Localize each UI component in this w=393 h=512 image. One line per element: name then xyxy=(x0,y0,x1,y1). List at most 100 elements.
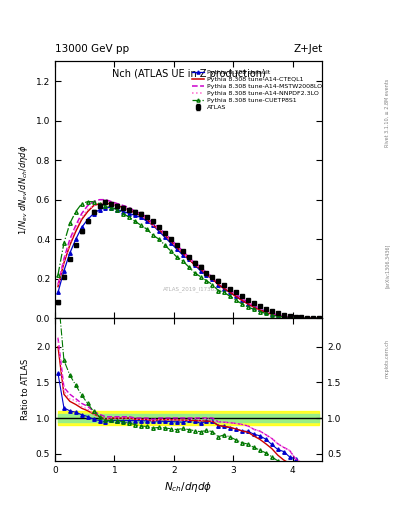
Pythia 8.308 default xyxy=(305,315,310,321)
Pythia 8.308 tune-A14-NNPDF2.3LO xyxy=(281,313,286,319)
Pythia 8.308 tune-A14-NNPDF2.3LO xyxy=(133,210,138,217)
Y-axis label: $1/N_{ev}\; dN_{ev}/dN_{ch}/d\eta d\phi$: $1/N_{ev}\; dN_{ev}/dN_{ch}/d\eta d\phi$ xyxy=(17,144,30,235)
Pythia 8.308 tune-A14-CTEQL1 xyxy=(287,314,292,321)
Pythia 8.308 tune-A14-MSTW2008LO xyxy=(62,256,66,262)
Pythia 8.308 tune-A14-CTEQL1 xyxy=(293,315,298,321)
Pythia 8.308 tune-A14-MSTW2008LO xyxy=(240,295,244,302)
Text: mcplots.cern.ch: mcplots.cern.ch xyxy=(385,339,389,378)
Pythia 8.308 tune-CUETP8S1 xyxy=(252,306,256,312)
Pythia 8.308 tune-CUETP8S1 xyxy=(163,242,167,248)
Pythia 8.308 tune-A14-CTEQL1 xyxy=(109,201,114,207)
Pythia 8.308 default xyxy=(228,289,233,295)
Line: Pythia 8.308 tune-CUETP8S1: Pythia 8.308 tune-CUETP8S1 xyxy=(56,200,321,320)
Pythia 8.308 default xyxy=(133,212,138,219)
Pythia 8.308 tune-A14-NNPDF2.3LO xyxy=(156,226,161,232)
Pythia 8.308 tune-CUETP8S1 xyxy=(281,314,286,320)
Pythia 8.308 tune-A14-CTEQL1 xyxy=(180,250,185,256)
Pythia 8.308 tune-A14-NNPDF2.3LO xyxy=(68,240,72,246)
Pythia 8.308 tune-A14-NNPDF2.3LO xyxy=(222,284,227,290)
Pythia 8.308 default xyxy=(275,312,280,318)
Pythia 8.308 default xyxy=(317,315,321,321)
Pythia 8.308 tune-A14-CTEQL1 xyxy=(204,272,209,278)
Pythia 8.308 tune-CUETP8S1 xyxy=(156,236,161,242)
Pythia 8.308 default xyxy=(103,204,108,210)
Pythia 8.308 tune-A14-CTEQL1 xyxy=(246,301,250,307)
Pythia 8.308 default xyxy=(257,306,262,312)
Pythia 8.308 tune-A14-MSTW2008LO xyxy=(133,208,138,215)
Pythia 8.308 tune-CUETP8S1 xyxy=(103,203,108,209)
Pythia 8.308 default xyxy=(97,206,102,212)
Pythia 8.308 tune-A14-NNPDF2.3LO xyxy=(317,315,321,321)
Pythia 8.308 tune-A14-NNPDF2.3LO xyxy=(163,232,167,238)
Pythia 8.308 tune-A14-MSTW2008LO xyxy=(305,315,310,321)
Pythia 8.308 tune-A14-CTEQL1 xyxy=(222,286,227,292)
Pythia 8.308 tune-A14-NNPDF2.3LO xyxy=(216,280,221,286)
Pythia 8.308 tune-A14-CTEQL1 xyxy=(133,210,138,217)
Pythia 8.308 tune-A14-NNPDF2.3LO xyxy=(91,203,96,209)
Pythia 8.308 tune-A14-CTEQL1 xyxy=(151,222,155,228)
Pythia 8.308 tune-A14-MSTW2008LO xyxy=(163,230,167,237)
Pythia 8.308 tune-CUETP8S1 xyxy=(115,206,120,212)
Pythia 8.308 tune-A14-MSTW2008LO xyxy=(210,273,215,280)
Pythia 8.308 tune-A14-CTEQL1 xyxy=(169,238,173,244)
Pythia 8.308 tune-A14-MSTW2008LO xyxy=(186,254,191,260)
Pythia 8.308 tune-A14-MSTW2008LO xyxy=(198,264,203,270)
Pythia 8.308 tune-A14-MSTW2008LO xyxy=(127,204,132,210)
Pythia 8.308 tune-A14-CTEQL1 xyxy=(263,309,268,315)
Pythia 8.308 tune-A14-NNPDF2.3LO xyxy=(270,310,274,316)
Pythia 8.308 tune-CUETP8S1 xyxy=(79,201,84,207)
Pythia 8.308 tune-A14-MSTW2008LO xyxy=(246,300,250,306)
Pythia 8.308 tune-A14-NNPDF2.3LO xyxy=(174,244,179,250)
Pythia 8.308 default xyxy=(163,234,167,240)
Pythia 8.308 tune-A14-MSTW2008LO xyxy=(228,287,233,293)
Pythia 8.308 tune-CUETP8S1 xyxy=(127,215,132,221)
Pythia 8.308 default xyxy=(68,250,72,256)
Pythia 8.308 default xyxy=(121,208,126,215)
Pythia 8.308 default xyxy=(311,315,316,321)
Pythia 8.308 default xyxy=(145,218,149,224)
Pythia 8.308 tune-A14-CTEQL1 xyxy=(91,203,96,209)
Pythia 8.308 tune-CUETP8S1 xyxy=(198,273,203,280)
Pythia 8.308 tune-CUETP8S1 xyxy=(216,287,221,293)
Pythia 8.308 tune-A14-CTEQL1 xyxy=(97,201,102,207)
Pythia 8.308 default xyxy=(204,272,209,278)
Pythia 8.308 tune-A14-NNPDF2.3LO xyxy=(103,201,108,207)
Pythia 8.308 tune-CUETP8S1 xyxy=(317,315,321,321)
Legend: Pythia 8.308 default, Pythia 8.308 tune-A14-CTEQL1, Pythia 8.308 tune-A14-MSTW20: Pythia 8.308 default, Pythia 8.308 tune-… xyxy=(191,69,322,111)
Pythia 8.308 tune-A14-NNPDF2.3LO xyxy=(299,315,304,321)
Pythia 8.308 tune-A14-MSTW2008LO xyxy=(139,210,143,217)
Pythia 8.308 tune-A14-CTEQL1 xyxy=(210,275,215,282)
Pythia 8.308 tune-A14-MSTW2008LO xyxy=(317,315,321,321)
X-axis label: $N_{ch}/d\eta d\phi$: $N_{ch}/d\eta d\phi$ xyxy=(164,480,213,494)
Pythia 8.308 tune-A14-MSTW2008LO xyxy=(281,313,286,319)
Pythia 8.308 default xyxy=(240,297,244,304)
Pythia 8.308 tune-A14-NNPDF2.3LO xyxy=(85,206,90,212)
Pythia 8.308 tune-A14-MSTW2008LO xyxy=(151,220,155,226)
Pythia 8.308 tune-A14-CTEQL1 xyxy=(79,217,84,223)
Pythia 8.308 tune-A14-NNPDF2.3LO xyxy=(151,222,155,228)
Pythia 8.308 tune-A14-NNPDF2.3LO xyxy=(62,258,66,264)
Text: Rivet 3.1.10, ≥ 2.8M events: Rivet 3.1.10, ≥ 2.8M events xyxy=(385,78,389,147)
Pythia 8.308 tune-A14-NNPDF2.3LO xyxy=(252,303,256,309)
Pythia 8.308 tune-A14-NNPDF2.3LO xyxy=(169,238,173,244)
Pythia 8.308 tune-A14-CTEQL1 xyxy=(270,311,274,317)
Pythia 8.308 tune-A14-NNPDF2.3LO xyxy=(127,206,132,212)
Pythia 8.308 tune-A14-CTEQL1 xyxy=(216,282,221,288)
Pythia 8.308 default xyxy=(281,313,286,319)
Pythia 8.308 tune-CUETP8S1 xyxy=(56,272,61,278)
Pythia 8.308 tune-A14-NNPDF2.3LO xyxy=(186,256,191,262)
Pythia 8.308 tune-CUETP8S1 xyxy=(222,289,227,295)
Pythia 8.308 tune-A14-NNPDF2.3LO xyxy=(210,275,215,282)
Pythia 8.308 tune-CUETP8S1 xyxy=(97,201,102,207)
Pythia 8.308 tune-CUETP8S1 xyxy=(246,304,250,310)
Pythia 8.308 tune-A14-MSTW2008LO xyxy=(222,284,227,290)
Text: ATLAS_2019_I1736531: ATLAS_2019_I1736531 xyxy=(163,287,225,292)
Pythia 8.308 tune-A14-MSTW2008LO xyxy=(174,242,179,248)
Pythia 8.308 tune-A14-CTEQL1 xyxy=(56,284,61,290)
Pythia 8.308 tune-A14-NNPDF2.3LO xyxy=(204,270,209,276)
Pythia 8.308 tune-A14-NNPDF2.3LO xyxy=(180,250,185,256)
Pythia 8.308 default xyxy=(91,210,96,217)
Pythia 8.308 tune-A14-MSTW2008LO xyxy=(79,210,84,217)
Pythia 8.308 tune-CUETP8S1 xyxy=(174,254,179,260)
Pythia 8.308 tune-A14-CTEQL1 xyxy=(240,297,244,304)
